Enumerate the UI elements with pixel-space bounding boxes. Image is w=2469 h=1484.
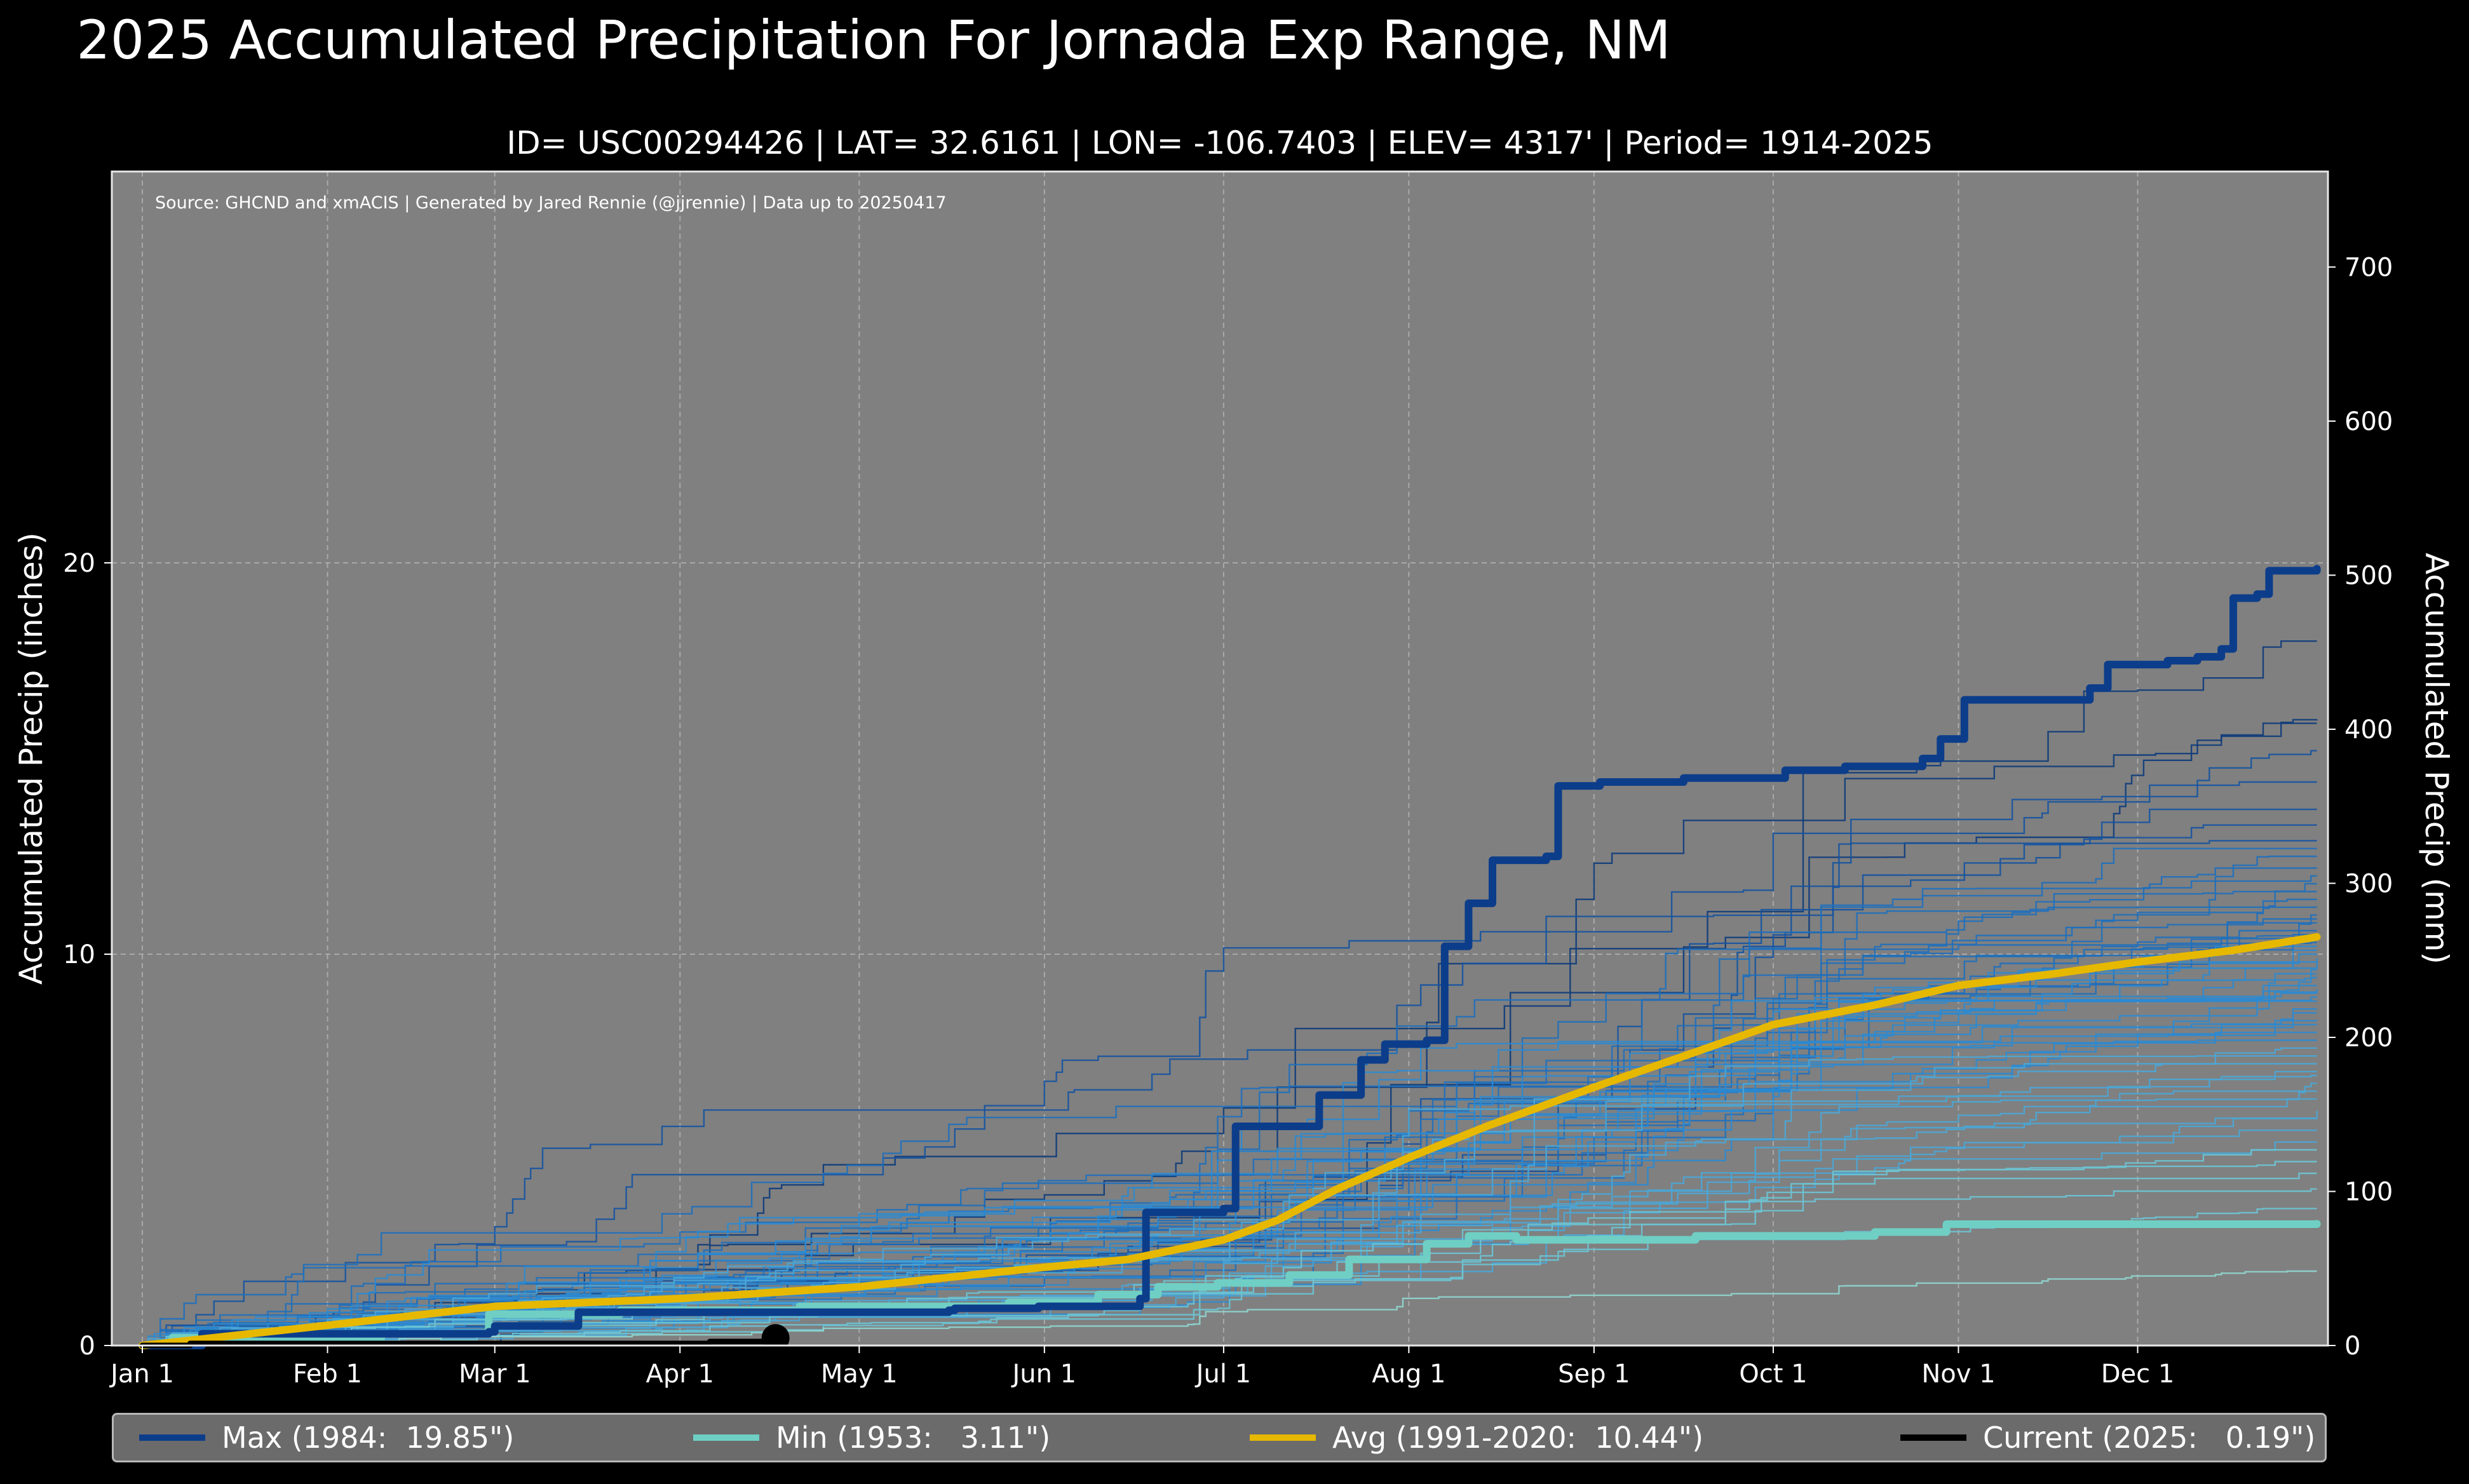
legend-label-min: Min (1953: 3.11") xyxy=(776,1420,1051,1455)
legend-item-current: Current (2025: 0.19") xyxy=(1900,1415,2315,1460)
historical-year-line xyxy=(142,847,2317,1347)
legend-swatch-current xyxy=(1900,1434,1966,1441)
current-marker xyxy=(761,1324,790,1352)
legend-swatch-avg xyxy=(1250,1434,1316,1441)
historical-year-line xyxy=(142,891,2317,1347)
grid-lines xyxy=(112,172,2328,1346)
historical-year-line xyxy=(142,1172,2317,1347)
station-info: ID= USC00294426 | LAT= 32.6161 | LON= -1… xyxy=(506,125,1933,161)
x-tick-label: Sep 1 xyxy=(1558,1359,1630,1389)
historical-year-line xyxy=(142,1270,2317,1347)
x-tick-label: Jan 1 xyxy=(109,1359,174,1389)
x-tick-label: May 1 xyxy=(821,1359,898,1389)
legend-label-avg: Avg (1991-2020: 10.44") xyxy=(1332,1420,1704,1455)
y-tick-label: 10 xyxy=(63,940,95,969)
legend: Max (1984: 19.85") Min (1953: 3.11") Avg… xyxy=(112,1413,2327,1462)
historical-year-line xyxy=(142,1008,2317,1347)
historical-year-line xyxy=(142,750,2317,1347)
legend-item-min: Min (1953: 3.11") xyxy=(693,1415,1050,1460)
series-line-avg xyxy=(139,933,2321,1349)
historical-year-line xyxy=(142,1047,2317,1347)
legend-label-max: Max (1984: 19.85") xyxy=(222,1420,515,1455)
x-tick-label: Oct 1 xyxy=(1739,1359,1807,1389)
x-tick-label: Aug 1 xyxy=(1372,1359,1445,1389)
y-right-tick-label: 0 xyxy=(2344,1332,2360,1361)
legend-item-max: Max (1984: 19.85") xyxy=(139,1415,514,1460)
x-tick-label: Mar 1 xyxy=(459,1359,531,1389)
y-right-tick-label: 300 xyxy=(2344,869,2393,898)
y-tick-label: 0 xyxy=(79,1332,95,1361)
legend-item-avg: Avg (1991-2020: 10.44") xyxy=(1250,1415,1703,1460)
y-right-tick-label: 200 xyxy=(2344,1023,2393,1053)
historical-year-line xyxy=(142,914,2317,1347)
historical-year-lines xyxy=(142,640,2318,1347)
y-tick-label: 20 xyxy=(63,549,95,578)
y-right-tick-label: 500 xyxy=(2344,561,2393,590)
x-tick-label: Feb 1 xyxy=(293,1359,362,1389)
source-note: Source: GHCND and xmACIS | Generated by … xyxy=(155,193,947,213)
x-tick-label: Jun 1 xyxy=(1010,1359,1076,1389)
historical-year-line xyxy=(142,1020,2317,1347)
x-tick-label: Nov 1 xyxy=(1921,1359,1995,1389)
legend-swatch-max xyxy=(139,1434,205,1441)
series-line-max xyxy=(139,565,2321,1349)
highlight-series xyxy=(139,565,2321,1352)
y-axis-label-left: Accumulated Precip (inches) xyxy=(13,532,50,985)
plot-frame xyxy=(111,170,2329,1347)
y-right-tick-label: 600 xyxy=(2344,407,2393,436)
y-axis-label-right: Accumulated Precip (mm) xyxy=(2418,553,2455,964)
x-tick-label: Apr 1 xyxy=(646,1359,714,1389)
x-tick-label: Dec 1 xyxy=(2101,1359,2175,1389)
x-tick-label: Jul 1 xyxy=(1194,1359,1251,1389)
y-right-tick-label: 700 xyxy=(2344,253,2393,282)
chart-title: 2025 Accumulated Precipitation For Jorna… xyxy=(76,9,1671,71)
axis-ticks: Jan 1 Feb 1 Mar 1 Apr 1 May 1 Jun 1 Jul 1 Aug 1… xyxy=(63,253,2393,1389)
historical-year-line xyxy=(142,1012,2317,1347)
legend-swatch-min xyxy=(693,1434,759,1441)
historical-year-line xyxy=(142,781,2317,1347)
y-right-tick-label: 400 xyxy=(2344,715,2393,745)
y-right-tick-label: 100 xyxy=(2344,1177,2393,1206)
legend-label-current: Current (2025: 0.19") xyxy=(1983,1420,2316,1455)
